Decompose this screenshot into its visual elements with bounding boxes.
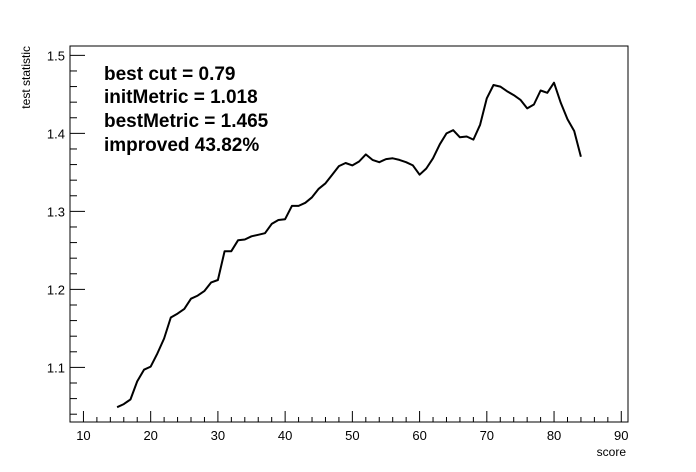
stat-best-cut: best cut = 0.79 — [104, 64, 235, 85]
y-axis-title: test statistic — [19, 46, 33, 109]
stat-improved: improved 43.82% — [104, 135, 259, 156]
y-tick-label: 1.1 — [47, 360, 65, 375]
x-axis: 10 20 30 40 50 60 70 80 90 — [69, 411, 629, 443]
y-tick-label: 1.2 — [47, 282, 65, 297]
plot-frame — [69, 45, 629, 423]
y-tick-label: 1.3 — [47, 204, 65, 219]
x-tick-label: 30 — [211, 428, 225, 443]
x-tick-label: 90 — [614, 428, 628, 443]
y-axis: 1.1 1.2 1.3 1.4 1.5 — [47, 48, 85, 415]
stat-best-metric: bestMetric = 1.465 — [104, 111, 269, 132]
x-tick-label: 10 — [76, 428, 90, 443]
series-layer — [116, 81, 582, 409]
x-tick-label: 50 — [345, 428, 359, 443]
stat-init-metric: initMetric = 1.018 — [104, 87, 258, 108]
y-tick-label: 1.4 — [47, 126, 65, 141]
x-axis-title: score — [597, 445, 627, 459]
x-tick-label: 40 — [278, 428, 292, 443]
x-tick-label: 80 — [547, 428, 561, 443]
x-tick-label: 70 — [480, 428, 494, 443]
x-tick-label: 20 — [143, 428, 157, 443]
x-tick-label: 60 — [412, 428, 426, 443]
series-line — [116, 81, 582, 409]
y-tick-label: 1.5 — [47, 48, 65, 63]
